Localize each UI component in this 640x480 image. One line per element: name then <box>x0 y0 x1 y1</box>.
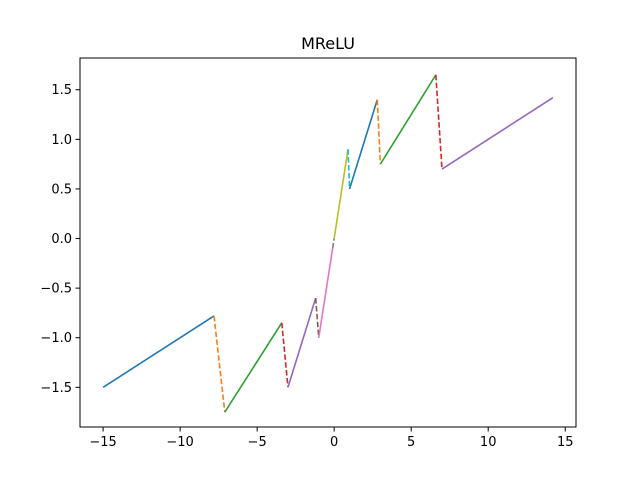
y-tick-label: −1.5 <box>40 381 72 396</box>
y-axis: −1.5 −1.0 −0.5 0.0 0.5 1.0 1.5 <box>40 83 80 396</box>
chart-title: MReLU <box>301 34 355 53</box>
series-line-14 <box>435 74 443 170</box>
series-line-13 <box>379 74 437 165</box>
series-line-11 <box>348 99 379 190</box>
y-tick-label: 0.0 <box>51 232 72 247</box>
series-line-12 <box>376 99 382 165</box>
plot-area-frame <box>79 57 577 428</box>
x-tick-label: 0 <box>330 435 338 450</box>
y-tick-label: 1.5 <box>51 83 72 98</box>
x-tick-label: 15 <box>557 435 574 450</box>
series-layer <box>102 74 554 413</box>
x-tick-label: 10 <box>480 435 497 450</box>
series-line-6 <box>314 297 320 338</box>
y-tick-label: −0.5 <box>40 282 72 297</box>
x-tick-label: 5 <box>407 435 415 450</box>
x-tick-label: −10 <box>166 435 193 450</box>
series-line-9 <box>333 149 349 239</box>
series-line-10 <box>347 149 351 189</box>
series-line-4 <box>280 322 289 388</box>
x-tick-label: −5 <box>248 435 267 450</box>
y-tick-label: 1.0 <box>51 133 72 148</box>
x-axis: −15 −10 −5 0 5 10 15 <box>89 427 573 450</box>
series-line-8 <box>331 238 335 249</box>
series-line-1 <box>102 315 215 388</box>
x-tick-label: −15 <box>89 435 116 450</box>
series-line-3 <box>224 322 283 413</box>
y-tick-label: −1.0 <box>40 331 72 346</box>
series-line-5 <box>287 297 317 388</box>
series-line-15 <box>441 97 554 170</box>
series-line-7 <box>317 248 334 338</box>
series-line-2 <box>213 315 226 413</box>
y-tick-label: 0.5 <box>51 182 72 197</box>
